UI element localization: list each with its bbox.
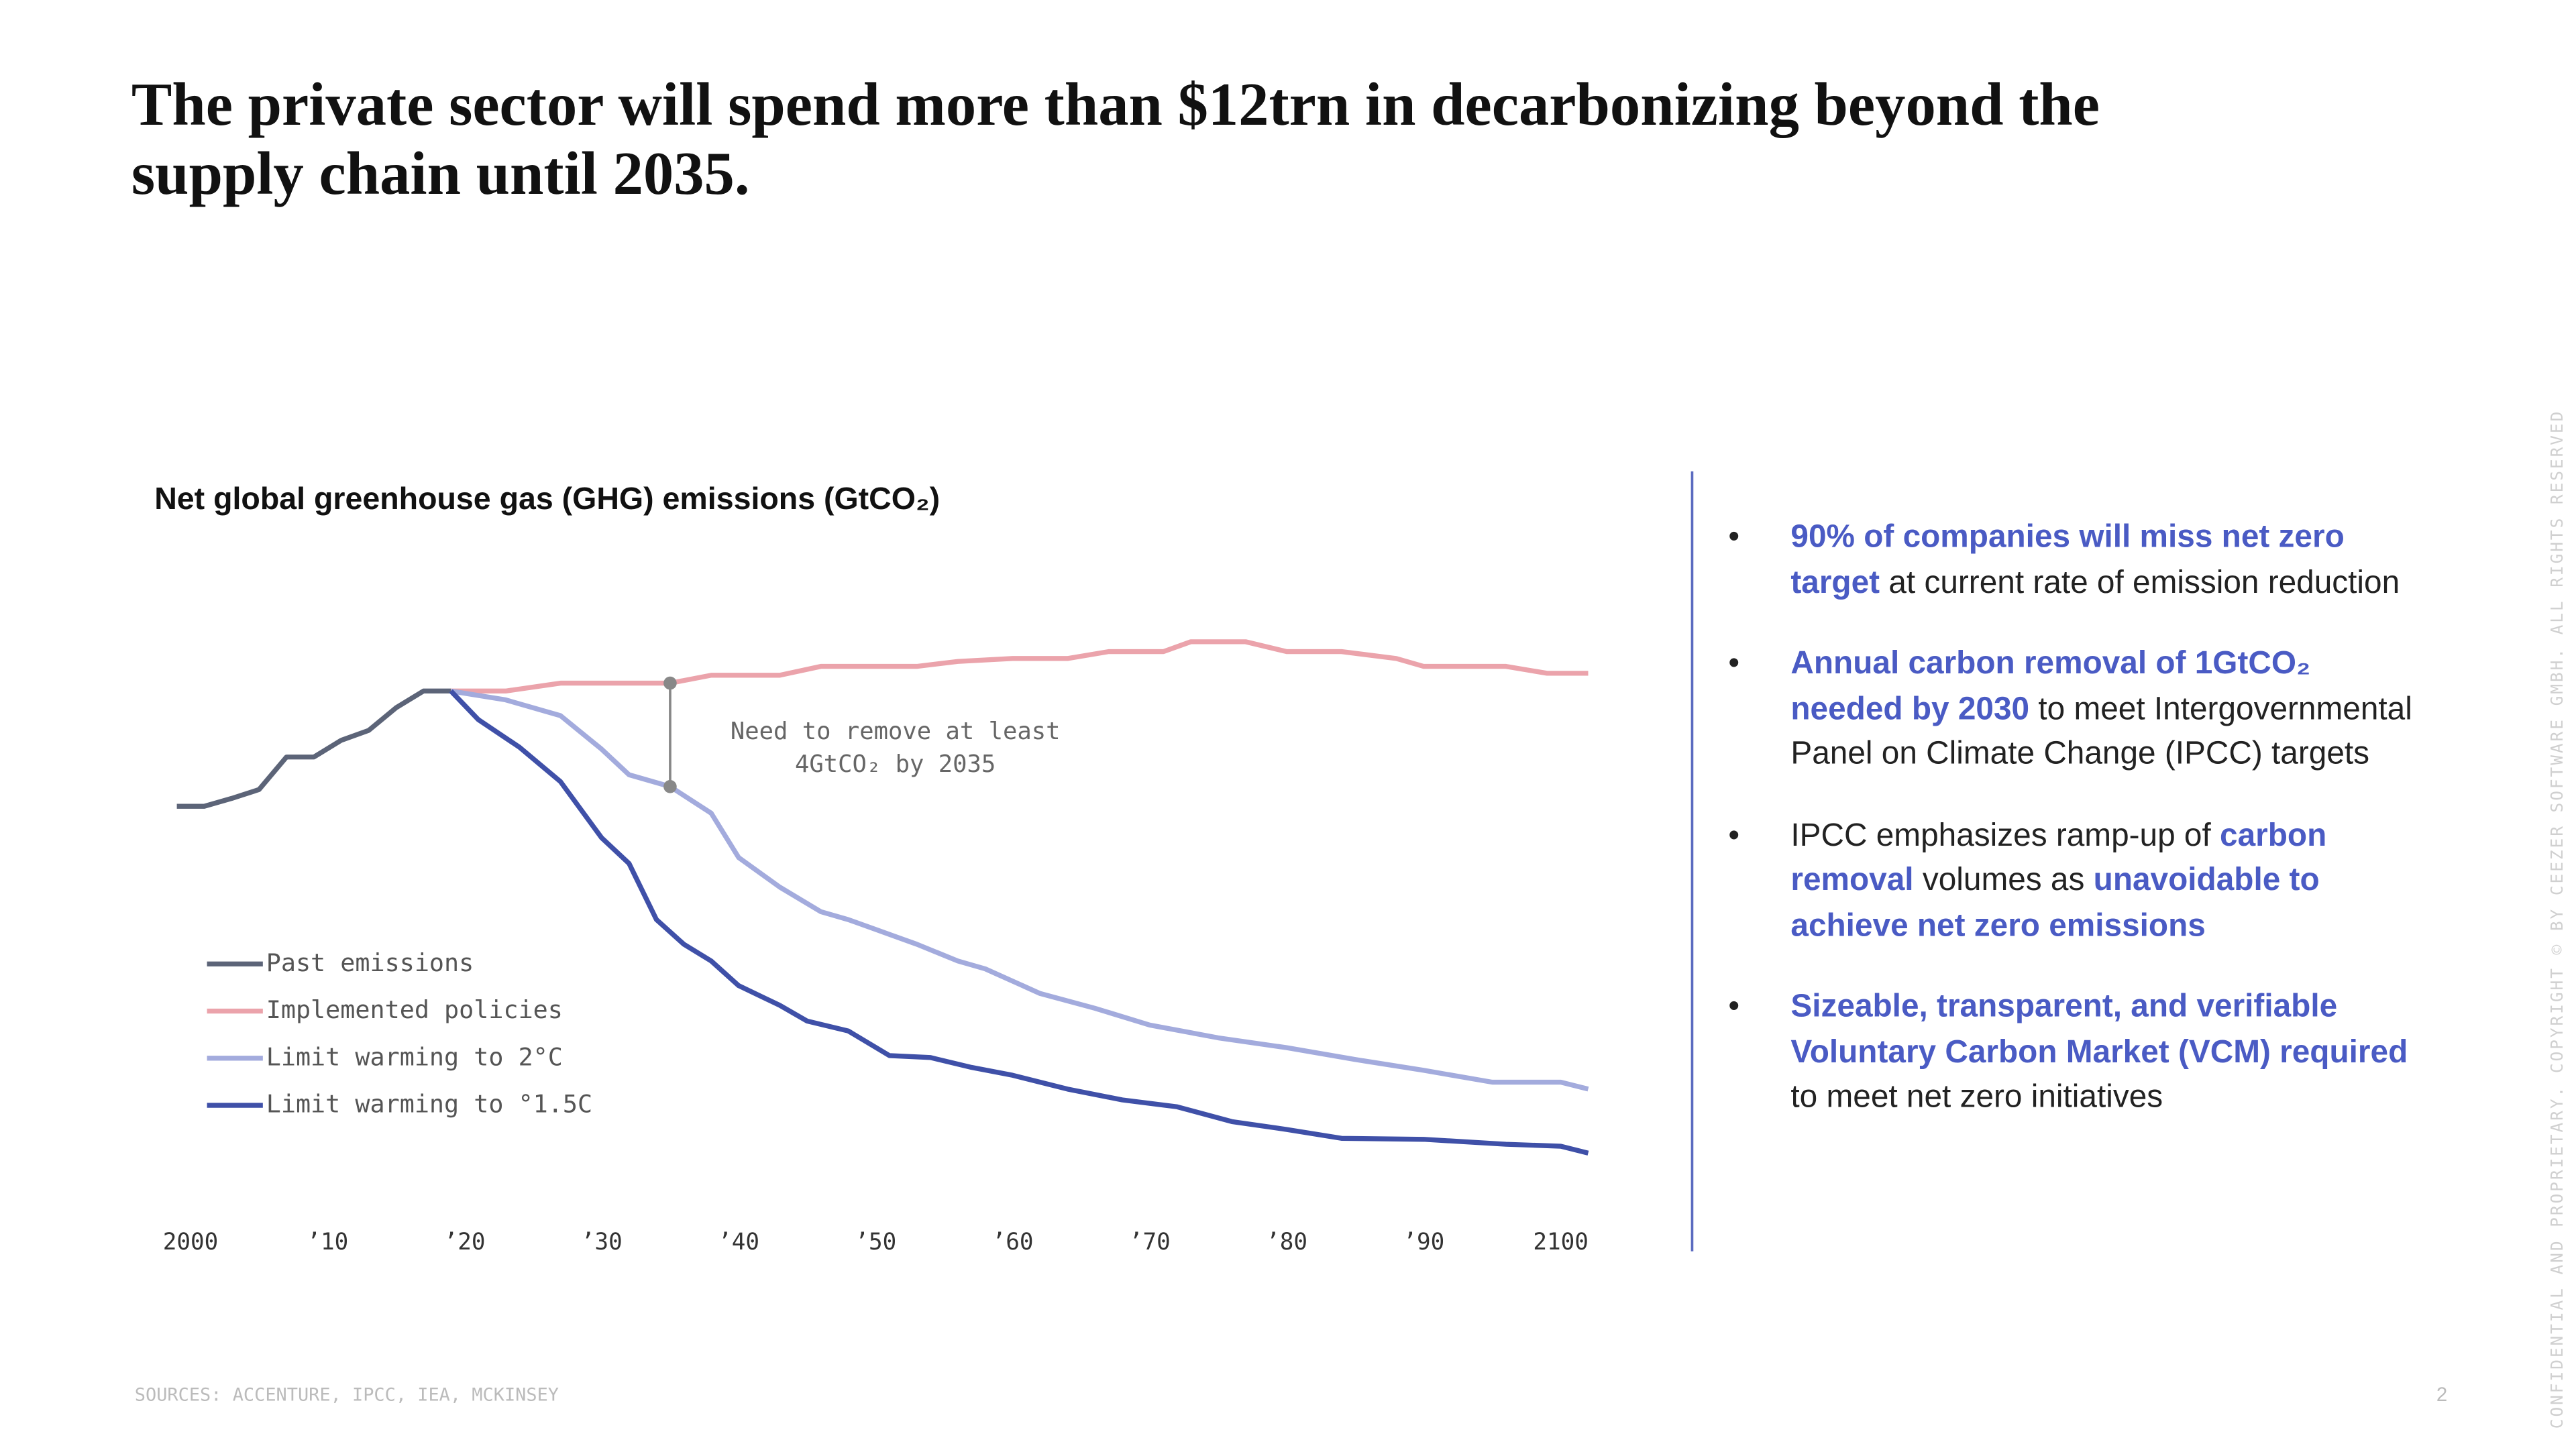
chart-title: Net global greenhouse gas (GHG) emission… [154,481,940,516]
bullet-text: Sizeable, transparent, and verifiable Vo… [1790,988,2408,1070]
x-tick-label: ’70 [1129,1229,1171,1256]
bullet: Annual carbon removal of 1GtCO₂ needed b… [1725,642,2415,777]
bullet-text: unavoidable to achieve net zero emission… [1790,862,2320,944]
annotation-text: 4GtCO₂ by 2035 [795,750,996,778]
x-tick-label: ’50 [855,1229,896,1256]
legend-label: Limit warming to °1.5C [266,1090,592,1119]
annotation-dot [663,676,677,690]
legend-label: Limit warming to 2°C [266,1042,563,1071]
x-tick-label: ’30 [581,1229,623,1256]
bullet-text: carbon removal [1790,817,2327,899]
series-line [451,639,1589,694]
legend-label: Implemented policies [266,995,563,1024]
slide-title: The private sector will spend more than … [131,72,2100,211]
x-tick-label: ’40 [718,1229,759,1256]
x-tick-label: 2000 [163,1229,219,1256]
page-number: 2 [2436,1384,2447,1406]
bullet: Sizeable, transparent, and verifiable Vo… [1725,985,2415,1121]
bullet-text: at current rate of emission reduction [1880,564,2400,600]
annotation-dot [663,780,677,793]
bullet-text: to meet Intergovernmental Panel on Clima… [1790,690,2412,772]
bullet-text: 90% of companies will miss net zero targ… [1790,518,2345,600]
legend-label: Past emissions [266,948,474,977]
bullet-list: 90% of companies will miss net zero targ… [1725,516,2415,1157]
series-line [449,689,1589,1156]
series-line [176,688,451,809]
x-tick-label: 2100 [1533,1229,1589,1256]
bullet-text: IPCC emphasizes ramp-up of [1790,817,2220,853]
annotation-text: Need to remove at least [731,718,1061,745]
bullet: 90% of companies will miss net zero targ… [1725,516,2415,606]
title-line: The private sector will spend more than … [131,72,2100,140]
bullet: IPCC emphasizes ramp-up of carbon remova… [1725,814,2415,949]
bullet-text: Annual carbon removal of 1GtCO₂ needed b… [1790,645,2311,727]
bullet-text: to meet net zero initiatives [1790,1078,2163,1115]
series-line [450,688,1589,1092]
x-tick-label: ’60 [992,1229,1034,1256]
x-tick-label: ’10 [307,1229,348,1256]
bullet-text: volumes as [1913,862,2094,899]
side-note: CONFIDENTIAL AND PROPRIETARY. COPYRIGHT … [2547,410,2567,1429]
x-tick-label: ’20 [444,1229,486,1256]
x-tick-label: ’90 [1403,1229,1444,1256]
sources: SOURCES: ACCENTURE, IPCC, IEA, MCKINSEY [135,1385,559,1406]
x-tick-label: ’80 [1266,1229,1307,1256]
title-line: supply chain until 2035. [131,141,750,209]
